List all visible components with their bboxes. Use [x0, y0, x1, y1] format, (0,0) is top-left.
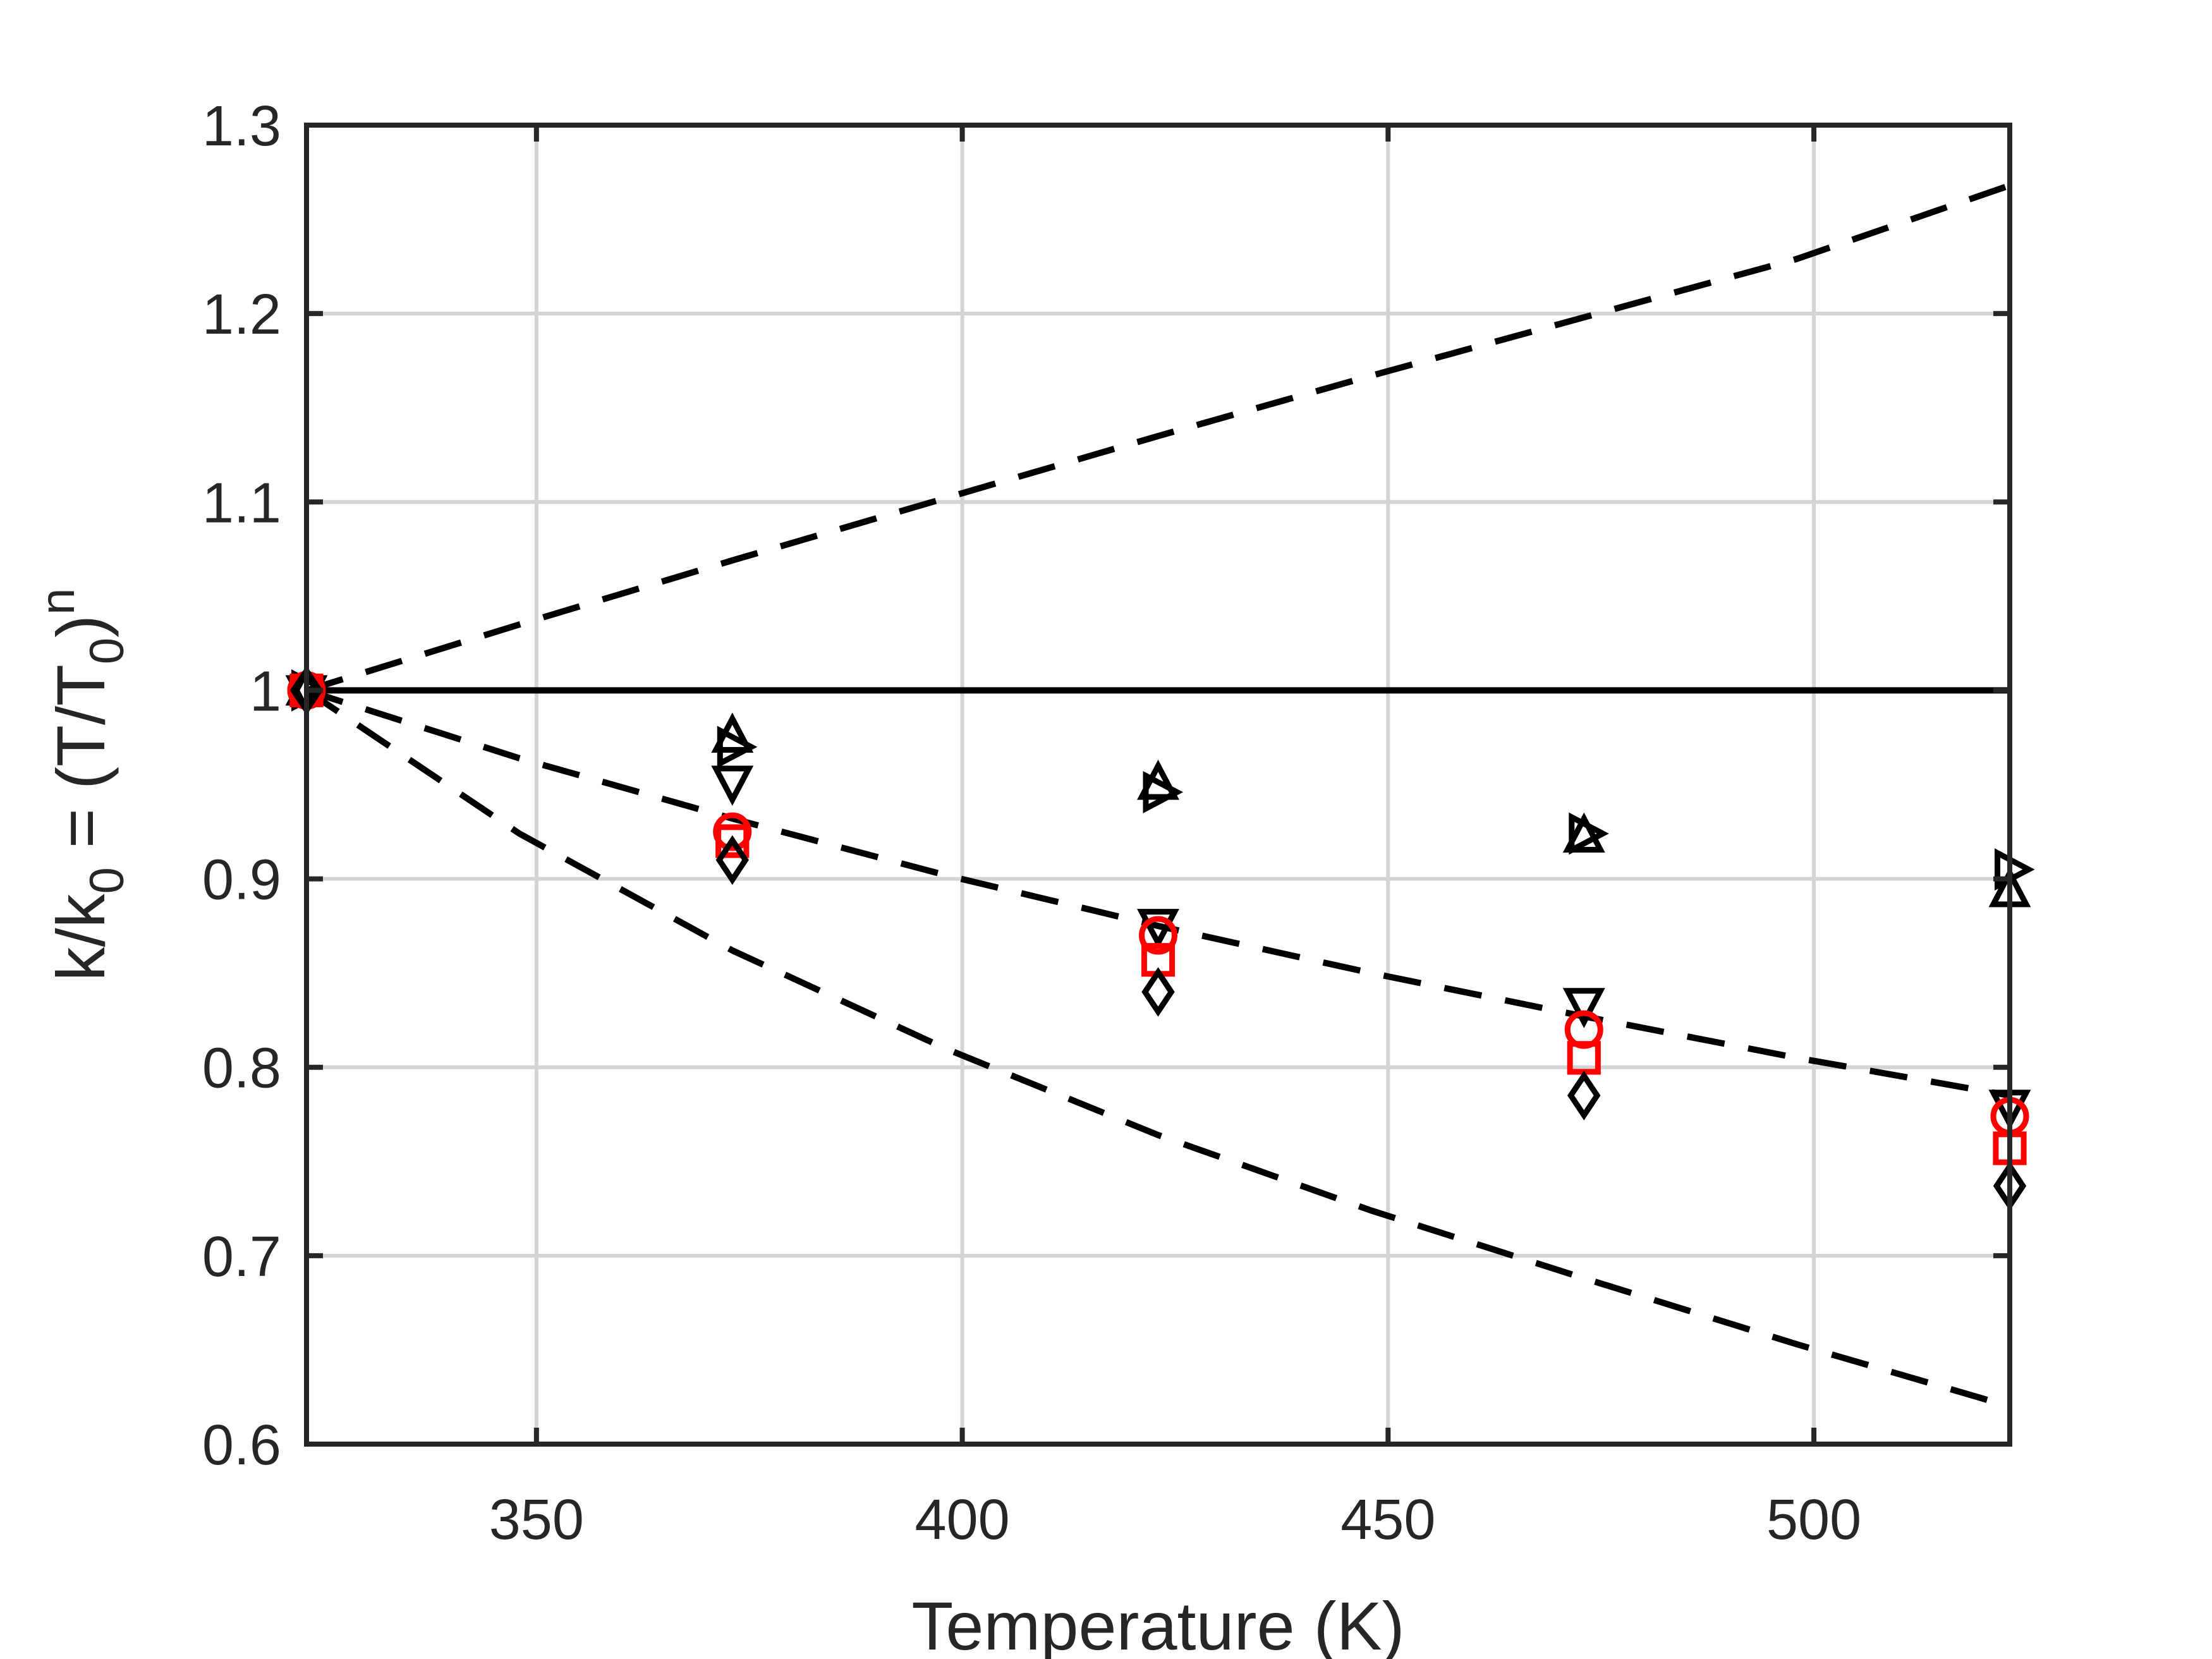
plot-frame [304, 123, 2012, 1447]
y-axis-label-part: ) [42, 615, 119, 638]
x-tick-label: 400 [915, 1488, 1009, 1552]
dashed-model-line [305, 182, 2011, 694]
diamond-marker [1567, 1071, 1601, 1121]
y-tick-label: 0.8 [202, 1037, 281, 1100]
reference-lines [305, 182, 2011, 1410]
y-tick-label: 1 [250, 660, 281, 723]
triangle-right-marker [1569, 812, 1609, 855]
y-axis-label-part: n [31, 588, 85, 615]
x-tick-label: 450 [1340, 1488, 1435, 1552]
ticks: 350 400 450 500 0.6 0.7 0.8 0.9 1 1.1 1.2 1.3 [202, 95, 2010, 1552]
triangle-right-marker [1995, 848, 2035, 891]
y-tick-label: 1.1 [202, 471, 281, 535]
square-marker [715, 824, 750, 858]
y-tick-label: 0.6 [202, 1414, 281, 1477]
triangle-right-marker [717, 726, 758, 769]
diamond-marker [715, 835, 749, 885]
triangle-right-marker [1143, 770, 1184, 813]
triangle-down-marker [711, 765, 754, 806]
y-axis-label-part: = (T/T [42, 664, 119, 867]
dashed-model-line [305, 688, 2011, 1410]
data-markers [285, 665, 2035, 1211]
y-tick-label: 1.3 [202, 95, 281, 158]
y-axis-label-part: 0 [80, 638, 134, 664]
y-axis-label-part: k/k [42, 893, 119, 981]
triangle-up-marker [1562, 812, 1605, 853]
diamond-marker [1141, 967, 1175, 1017]
x-axis-label: Temperature (K) [911, 1588, 1404, 1659]
triangle-down-marker [1562, 988, 1605, 1028]
y-tick-label: 0.9 [202, 849, 281, 912]
triangle-up-marker [1137, 759, 1179, 800]
dashed-model-line [305, 687, 2010, 1099]
x-tick-label: 500 [1766, 1488, 1861, 1552]
circle-marker [1139, 916, 1177, 955]
x-tick-label: 350 [489, 1488, 584, 1552]
triangle-down-marker [1137, 909, 1179, 949]
axes-box [304, 123, 2012, 1447]
y-axis-label-part: 0 [80, 867, 134, 894]
y-tick-label: 0.7 [202, 1225, 281, 1289]
y-tick-label: 1.2 [202, 283, 281, 346]
y-axis-label: k/k0 = (T/T0)n [31, 588, 134, 981]
